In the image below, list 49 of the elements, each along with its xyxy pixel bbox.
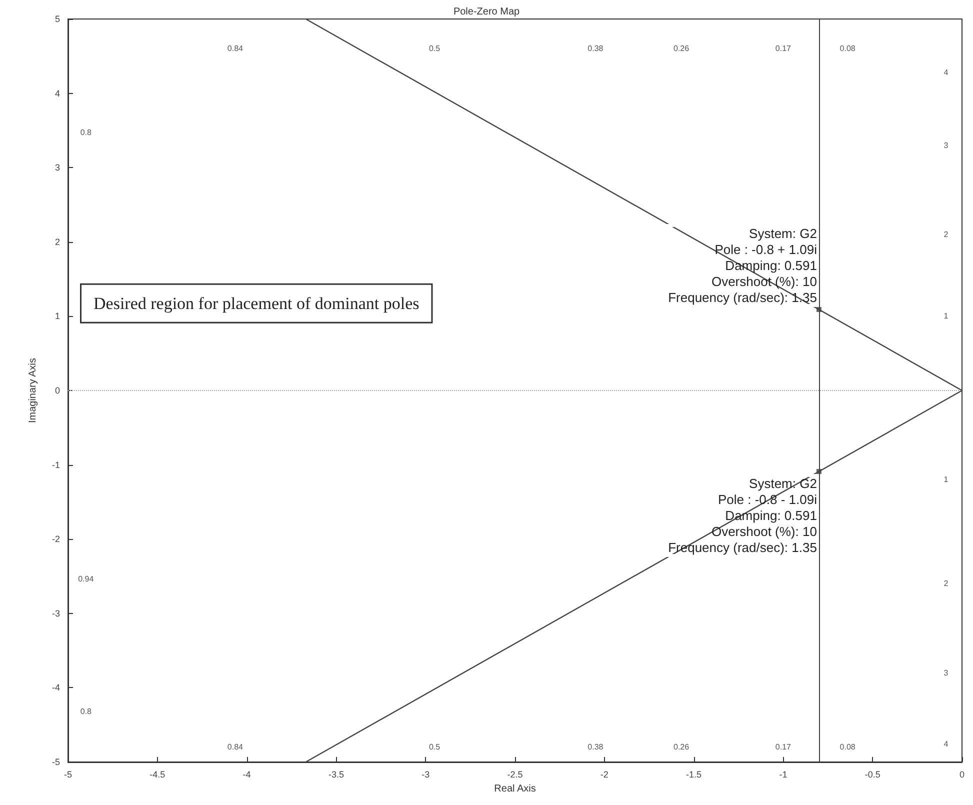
x-tick-label: -1 [779, 770, 788, 780]
annotation: 1 [944, 475, 949, 484]
annotation: 0.26 [673, 44, 690, 54]
annotation: 0.08 [840, 44, 856, 54]
annotation: 0.8 [80, 706, 92, 716]
y-tick-label: -3 [52, 608, 60, 618]
y-tick-label: 0 [54, 386, 60, 396]
x-tick-label: -5 [64, 770, 72, 780]
annotation: 0.5 [428, 44, 441, 54]
annotation: 3 [944, 140, 949, 150]
annotation: 0.84 [227, 742, 244, 752]
annotation: 0.8 [80, 128, 92, 138]
annotation: 2 [944, 579, 949, 588]
annotation: 0.17 [775, 44, 792, 54]
y-tick-label: 3 [54, 162, 60, 173]
x-tick-label: -1.5 [686, 770, 702, 780]
annotation: 2 [944, 230, 949, 239]
annotation: 4 [944, 68, 949, 77]
annotation: 1 [944, 312, 949, 321]
annotation: 0.26 [673, 742, 690, 752]
annotation: 0.38 [588, 44, 604, 54]
y-tick-label: 2 [54, 236, 60, 247]
annotation: 0.94 [78, 574, 94, 584]
x-tick-label: -3.5 [328, 770, 344, 780]
y-tick-label: 1 [54, 311, 60, 322]
x-tick-label: -3 [422, 770, 430, 780]
y-tick-label: -1 [52, 460, 60, 470]
annotation: 0.08 [840, 742, 856, 752]
x-tick-label: -2 [600, 770, 608, 780]
chart-title: Pole-Zero Map [453, 6, 520, 18]
x-tick-label: -4.5 [150, 770, 166, 780]
y-axis-title: Imaginary Axis [28, 358, 38, 424]
annotation: 0.38 [588, 742, 604, 752]
x-tick-label: -2.5 [507, 770, 523, 780]
x-tick-label: -0.5 [864, 770, 880, 780]
y-tick-label: 4 [54, 88, 60, 98]
x-tick-label: 0 [959, 770, 965, 780]
annotation: 0.84 [227, 44, 244, 54]
x-tick-label: -4 [242, 770, 251, 780]
annotation: 0.5 [428, 742, 441, 752]
y-tick-label: -4 [52, 682, 60, 693]
y-tick-label: -2 [52, 534, 60, 544]
y-tick-label: -5 [52, 757, 60, 767]
annotation: Desired region for placement of dominant poles [94, 294, 420, 313]
annotation: 4 [944, 740, 949, 749]
y-tick-label: 5 [54, 14, 60, 24]
annotation: 3 [944, 668, 949, 678]
annotation: 0.17 [775, 742, 792, 752]
x-axis-title: Real Axis [494, 784, 536, 794]
